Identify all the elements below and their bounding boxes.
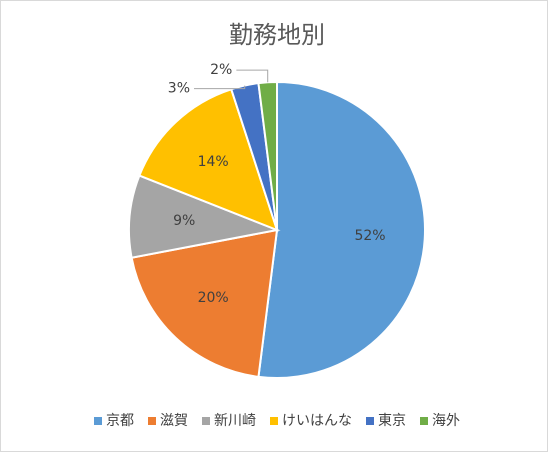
legend-marker <box>202 417 210 425</box>
legend-label: 東京 <box>378 413 406 429</box>
legend-marker <box>148 417 156 425</box>
pie-slice <box>128 174 281 259</box>
data-label: 9% <box>173 213 195 229</box>
leader-line <box>236 69 269 83</box>
legend-label: 海外 <box>432 413 460 429</box>
data-label: 20% <box>198 290 229 306</box>
data-label: 52% <box>354 228 385 244</box>
data-label: 2% <box>210 62 232 78</box>
legend-marker <box>420 417 428 425</box>
chart-title: 勤務地別 <box>229 21 325 49</box>
legend-label: 新川崎 <box>214 413 256 429</box>
pie-slice <box>130 228 279 378</box>
legend-marker <box>94 417 102 425</box>
leader-line <box>194 85 246 90</box>
legend-label: けいはんな <box>282 413 352 429</box>
data-label: 3% <box>168 81 190 97</box>
legend-marker <box>270 417 278 425</box>
pie-slice <box>257 80 426 379</box>
legend-label: 滋賀 <box>160 413 188 429</box>
data-label: 14% <box>198 154 229 170</box>
legend-label: 京都 <box>106 413 134 429</box>
legend-marker <box>366 417 374 425</box>
